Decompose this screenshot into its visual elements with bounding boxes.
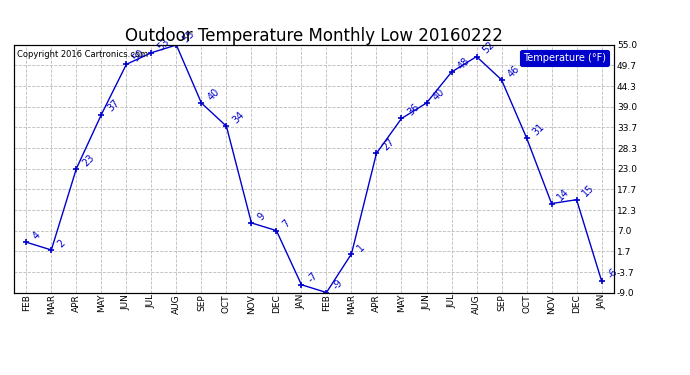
Text: 37: 37: [106, 98, 121, 114]
Text: 15: 15: [581, 183, 597, 199]
Text: -6: -6: [606, 266, 620, 280]
Title: Outdoor Temperature Monthly Low 20160222: Outdoor Temperature Monthly Low 20160222: [125, 27, 503, 45]
Text: 53: 53: [155, 36, 171, 52]
Text: 31: 31: [531, 121, 546, 137]
Text: -7: -7: [306, 270, 319, 284]
Text: 34: 34: [230, 110, 246, 125]
Text: 14: 14: [555, 187, 571, 203]
Text: 2: 2: [55, 238, 67, 249]
Text: 27: 27: [381, 136, 397, 153]
Text: 46: 46: [506, 63, 522, 79]
Text: -9: -9: [331, 278, 344, 292]
Text: 4: 4: [30, 230, 42, 242]
Text: 55: 55: [181, 28, 197, 44]
Text: 40: 40: [206, 87, 221, 102]
Text: Copyright 2016 Cartronics.com: Copyright 2016 Cartronics.com: [17, 50, 148, 59]
Text: 23: 23: [81, 152, 97, 168]
Text: 36: 36: [406, 102, 422, 118]
Text: 1: 1: [355, 242, 367, 253]
Text: 7: 7: [281, 218, 292, 230]
Text: 52: 52: [481, 40, 497, 56]
Legend: Temperature (°F): Temperature (°F): [520, 50, 609, 66]
Text: 48: 48: [455, 56, 471, 71]
Text: 50: 50: [130, 48, 146, 63]
Text: 40: 40: [431, 87, 446, 102]
Text: 9: 9: [255, 211, 267, 222]
